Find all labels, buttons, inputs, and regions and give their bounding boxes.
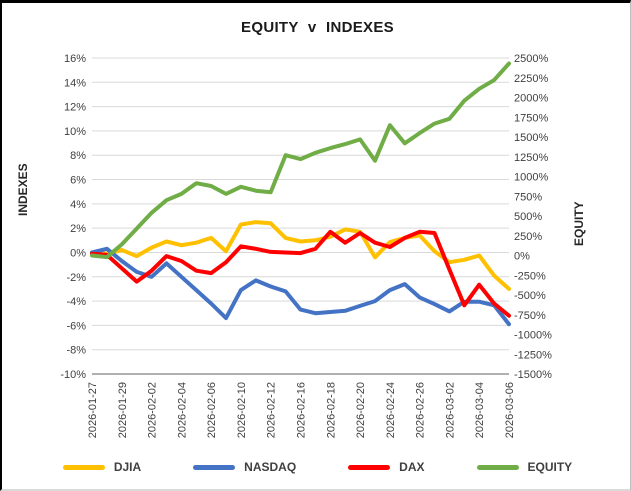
legend-label: EQUITY (527, 460, 573, 474)
left-axis-tick: -8% (66, 345, 86, 357)
left-axis-tick: 14% (64, 77, 86, 89)
left-axis-tick: 10% (64, 126, 86, 138)
x-axis-tick: 2026-02-12 (266, 382, 278, 438)
x-axis-tick: 2026-02-20 (355, 382, 367, 438)
left-axis-tick: 12% (64, 102, 86, 114)
right-axis-tick: 2250% (514, 73, 548, 85)
legend-item-dax[interactable]: DAX (348, 460, 425, 474)
legend-swatch-nasdaq (193, 464, 236, 470)
left-axis-tick: -10% (60, 369, 86, 381)
left-axis-tick: 4% (70, 199, 86, 211)
right-axis-tick: 750% (514, 191, 542, 203)
left-axis-tick: 16% (64, 53, 86, 65)
right-axis-tick: 1750% (514, 112, 548, 124)
right-axis-tick: 2000% (514, 93, 548, 105)
right-axis-tick: -1500% (514, 369, 552, 381)
right-axis-tick: 1250% (514, 152, 548, 164)
left-axis-tick: 6% (70, 175, 86, 187)
x-axis-tick: 2026-02-02 (147, 382, 159, 438)
x-axis-tick: 2026-01-29 (117, 382, 129, 438)
series-line-equity[interactable] (90, 61, 511, 260)
legend: DJIA NASDAQ DAX EQUITY (2, 454, 630, 480)
x-axis-tick: 2026-02-18 (325, 382, 337, 438)
legend-swatch-equity (476, 464, 519, 470)
series-line-nasdaq[interactable] (90, 246, 511, 327)
left-axis-tick: 0% (70, 247, 86, 259)
legend-swatch-dax (348, 464, 391, 470)
right-axis-tick: 250% (514, 231, 542, 243)
x-axis-tick: 2026-02-26 (415, 382, 427, 438)
right-axis-tick: 1500% (514, 132, 548, 144)
right-axis-tick: -1000% (514, 330, 552, 342)
left-axis-tick: -2% (66, 272, 86, 284)
series-line-djia[interactable] (90, 220, 511, 291)
right-axis-tick: 500% (514, 211, 542, 223)
right-axis-tick: -500% (514, 290, 546, 302)
plot-area[interactable]: 16% 14% 12% 10% 8% 6% 4% 2% 0% -2% -4% -6% -8% -10% 25… (2, 3, 631, 491)
left-axis-tick: 8% (70, 150, 86, 162)
left-axis-tick: 2% (70, 223, 86, 235)
left-axis-tick: -6% (66, 320, 86, 332)
legend-label: DJIA (113, 460, 142, 474)
legend-swatch-djia (62, 464, 105, 470)
x-axis-tick: 2026-03-06 (504, 382, 516, 438)
legend-item-djia[interactable]: DJIA (62, 460, 142, 474)
left-axis-tick: -4% (66, 296, 86, 308)
right-axis-tick: 1000% (514, 172, 548, 184)
x-axis-tick: 2026-02-04 (176, 382, 188, 438)
x-axis-tick: 2026-02-24 (385, 382, 397, 438)
series-line-dax[interactable] (90, 229, 511, 318)
x-axis-tick: 2026-01-27 (87, 382, 99, 438)
x-axis-tick: 2026-03-04 (474, 382, 486, 438)
right-axis-tick: -1250% (514, 349, 552, 361)
right-axis-tick: -750% (514, 310, 546, 322)
legend-item-equity[interactable]: EQUITY (476, 460, 573, 474)
x-axis-tick: 2026-02-16 (296, 382, 308, 438)
legend-item-nasdaq[interactable]: NASDAQ (193, 460, 296, 474)
x-axis-tick: 2026-02-10 (236, 382, 248, 438)
right-axis-tick: 2500% (514, 53, 548, 65)
chart-title: EQUITY v INDEXES (241, 19, 394, 36)
legend-label: DAX (399, 460, 425, 474)
right-axis-tick: 0% (514, 251, 530, 263)
right-axis-tick: -250% (514, 270, 546, 282)
x-axis-tick: 2026-03-02 (444, 382, 456, 438)
legend-label: NASDAQ (244, 460, 297, 474)
x-axis-tick: 2026-02-06 (206, 382, 218, 438)
